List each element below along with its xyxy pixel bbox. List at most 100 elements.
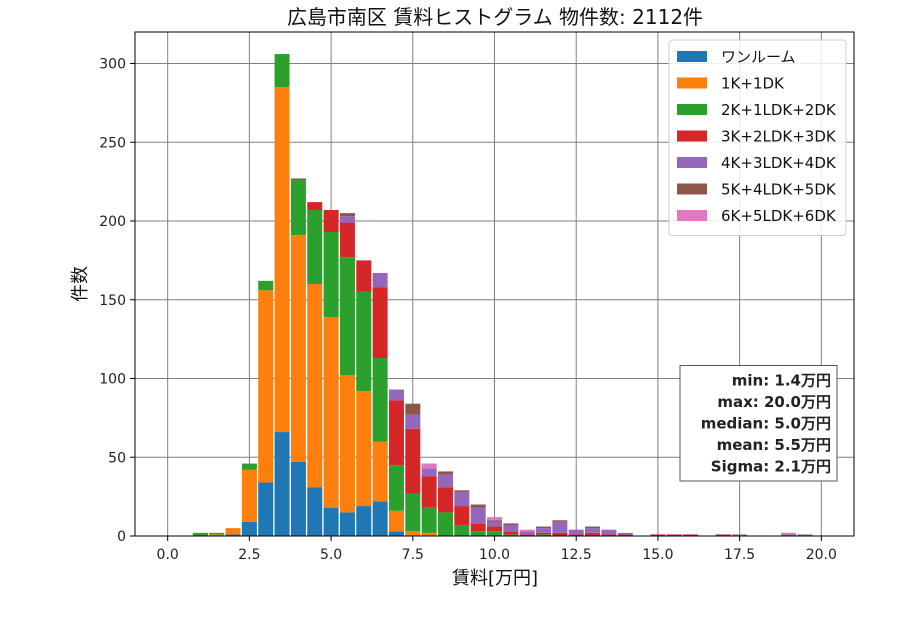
bar-segment xyxy=(536,532,552,535)
bar-segment xyxy=(519,531,535,535)
bar-segment xyxy=(388,510,404,532)
bar-segment xyxy=(421,507,437,533)
bar-segment xyxy=(290,461,306,536)
legend-frame xyxy=(668,39,847,236)
bar-segment xyxy=(356,291,372,392)
bar-segment xyxy=(797,534,813,536)
bar-segment xyxy=(486,521,503,527)
legend-swatch xyxy=(677,210,707,221)
bar-segment xyxy=(307,209,323,284)
bar-segment xyxy=(421,476,437,508)
y-tick-label: 250 xyxy=(99,135,126,151)
bar-segment xyxy=(454,491,470,507)
bar-segment xyxy=(666,534,682,536)
bar-segment xyxy=(241,463,257,470)
legend-label: 3K+2LDK+3DK xyxy=(721,128,837,146)
stats-line: min: 1.4万円 xyxy=(732,372,831,390)
bar-segment xyxy=(323,232,339,318)
x-tick-label: 20.0 xyxy=(806,547,837,563)
bar-segment xyxy=(536,534,552,536)
x-tick-label: 15.0 xyxy=(642,547,673,563)
bar-segment xyxy=(405,403,421,415)
legend-label: 4K+3LDK+4DK xyxy=(721,154,837,172)
bar-segment xyxy=(568,529,584,535)
bar-segment xyxy=(388,465,404,511)
bar-segment xyxy=(209,534,225,536)
bar-segment xyxy=(486,526,503,532)
bar-segment xyxy=(601,534,617,536)
bar-segment xyxy=(617,532,633,535)
stats-box: min: 1.4万円 max: 20.0万円 median: 5.0万円 mean: … xyxy=(679,365,838,482)
bar-segment xyxy=(372,441,388,502)
bar-segment xyxy=(732,534,748,536)
bar-segment xyxy=(209,532,225,535)
bar-segment xyxy=(258,482,274,536)
legend-swatch xyxy=(677,157,707,168)
bar-segment xyxy=(617,534,633,536)
bar-segment xyxy=(339,213,355,217)
bar-segment xyxy=(258,290,274,483)
bar-segment xyxy=(307,487,323,536)
bar-segment xyxy=(536,528,552,533)
bar-segment xyxy=(323,209,339,233)
bar-segment xyxy=(552,532,568,536)
bar-segment xyxy=(437,512,453,536)
bar-segment xyxy=(650,534,666,536)
legend-label: 6K+5LDK+6DK xyxy=(721,207,837,225)
x-axis-ticks: 0.0 2.5 5.0 7.5 10.0 12.5 15.0 17.5 20.0 xyxy=(157,536,837,563)
bar-segment xyxy=(536,526,552,529)
x-tick-label: 0.0 xyxy=(157,547,179,563)
bar-segment xyxy=(388,400,404,466)
x-tick-label: 10.0 xyxy=(479,547,510,563)
bar-segment xyxy=(585,532,601,536)
bar-segment xyxy=(585,526,601,529)
bar-segment xyxy=(274,54,290,88)
legend-swatch xyxy=(677,183,707,195)
bar-segment xyxy=(290,180,306,236)
bar-segment xyxy=(421,463,437,469)
x-axis-label: 賃料[万円] xyxy=(452,568,538,589)
stats-line: mean: 5.5万円 xyxy=(717,436,831,454)
bar-segment xyxy=(258,280,274,291)
x-tick-label: 7.5 xyxy=(402,547,424,563)
chart-title: 広島市南区 賃料ヒストグラム 物件数: 2112件 xyxy=(287,5,703,29)
bars xyxy=(192,54,813,536)
bar-segment xyxy=(274,432,290,536)
bar-segment xyxy=(715,534,731,536)
bar-segment xyxy=(568,534,584,536)
bar-segment xyxy=(519,534,535,536)
bar-segment xyxy=(503,524,519,532)
y-axis-ticks: 0 50 100 150 200 250 300 xyxy=(99,57,135,545)
y-tick-label: 200 xyxy=(99,214,126,230)
bar-segment xyxy=(388,389,404,401)
bar-segment xyxy=(454,506,470,525)
y-tick-label: 150 xyxy=(99,293,126,309)
y-tick-label: 0 xyxy=(117,529,126,545)
stats-line: median: 5.0万円 xyxy=(701,415,831,433)
bar-segment xyxy=(405,531,421,536)
legend-swatch xyxy=(677,51,707,62)
bar-segment xyxy=(454,490,470,492)
bar-segment xyxy=(372,358,388,442)
bar-segment xyxy=(486,520,503,522)
bar-segment xyxy=(405,428,421,494)
bar-segment xyxy=(339,222,355,258)
bar-segment xyxy=(683,534,699,536)
legend-swatch xyxy=(677,130,707,142)
legend-label: 2K+1LDK+2DK xyxy=(721,101,837,119)
bar-segment xyxy=(290,178,306,181)
bar-segment xyxy=(503,534,519,536)
bar-segment xyxy=(290,235,306,462)
bar-segment xyxy=(552,520,568,522)
bar-segment xyxy=(421,532,437,536)
bar-segment xyxy=(454,524,470,536)
x-tick-label: 5.0 xyxy=(320,547,342,563)
bar-segment xyxy=(781,534,797,536)
bar-segment xyxy=(225,534,241,536)
legend-label: 5K+4LDK+5DK xyxy=(721,181,837,199)
bar-segment xyxy=(192,532,208,536)
legend-swatch xyxy=(677,77,707,89)
legend-label: ワンルーム xyxy=(721,48,796,66)
bar-segment xyxy=(372,272,388,288)
